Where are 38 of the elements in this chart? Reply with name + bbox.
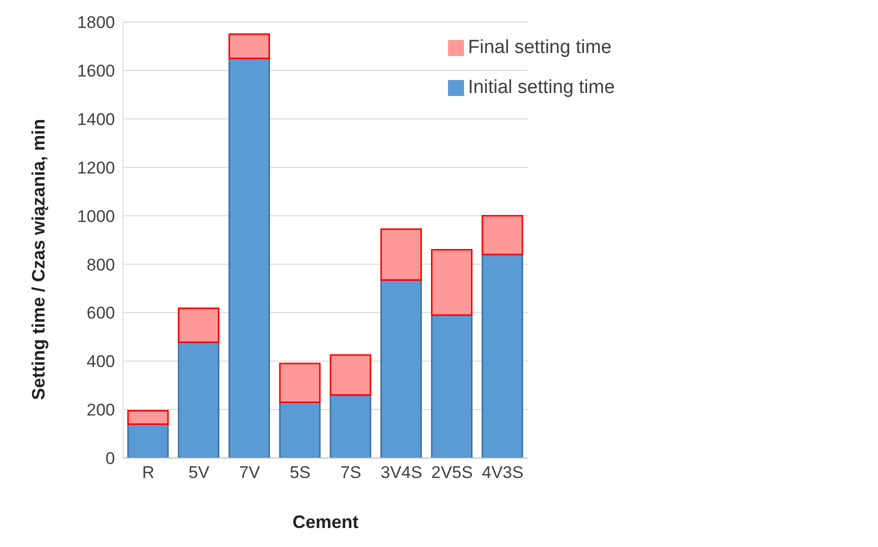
x-tick-label: R bbox=[142, 463, 154, 482]
bar bbox=[228, 58, 270, 458]
x-tick-label: 4V3S bbox=[482, 463, 524, 482]
x-tick-label: 7S bbox=[340, 463, 362, 482]
y-tick-label: 1000 bbox=[77, 206, 115, 226]
bar bbox=[279, 362, 321, 404]
bar bbox=[178, 308, 220, 343]
bar bbox=[127, 423, 169, 458]
bar bbox=[330, 394, 372, 458]
x-tick-label: 7V bbox=[239, 463, 261, 482]
y-tick-label: 1200 bbox=[77, 158, 115, 178]
y-tick-label: 0 bbox=[106, 449, 115, 468]
y-axis-title: Setting time / Czas wiązania, min bbox=[28, 118, 48, 400]
bar bbox=[178, 341, 220, 458]
x-tick-label: 5S bbox=[290, 463, 311, 482]
bar bbox=[380, 279, 422, 458]
y-tick-label: 600 bbox=[86, 304, 115, 323]
legend-label: Initial setting time bbox=[468, 77, 615, 98]
y-tick-label: 1400 bbox=[77, 110, 115, 129]
y-tick-label: 1600 bbox=[77, 61, 115, 80]
bar bbox=[482, 254, 524, 458]
x-tick-label: 5V bbox=[188, 463, 210, 482]
bar bbox=[431, 314, 472, 458]
bar bbox=[330, 354, 372, 396]
bar bbox=[380, 228, 422, 281]
bar bbox=[431, 248, 472, 316]
legend-label: Final setting time bbox=[468, 37, 612, 58]
bar bbox=[482, 215, 524, 256]
x-axis-title: Cement bbox=[292, 512, 359, 532]
y-tick-label: 200 bbox=[86, 400, 115, 420]
x-tick-label: 3V4S bbox=[380, 463, 422, 482]
bar bbox=[279, 402, 321, 458]
y-tick-label: 400 bbox=[86, 352, 115, 372]
x-tick-label: 2V5S bbox=[431, 463, 473, 482]
bar bbox=[228, 33, 270, 60]
bar bbox=[127, 410, 169, 425]
y-tick-label: 800 bbox=[86, 255, 115, 274]
y-tick-label: 1800 bbox=[77, 13, 115, 32]
